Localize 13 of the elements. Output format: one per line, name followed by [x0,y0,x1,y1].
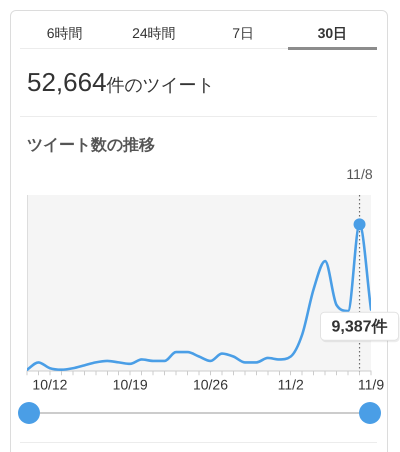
text: 6時間 [46,25,83,41]
chart-subtitle: 52,664件のツイート [27,67,215,97]
x-tick-label: 10/19 [112,376,148,392]
text: 24時間 [132,25,176,41]
chart-title: ツイート数の推移 [27,136,155,156]
x-tick-label: 10/12 [32,376,68,392]
text: 30日 [318,25,348,41]
x-tick-label: 11/2 [278,376,304,392]
ref-line-label: 11/8 [346,166,373,182]
x-tick-label: 11/9 [358,376,384,392]
x-tick-label: 10/26 [192,376,228,392]
annotation: 9,387件 [332,318,388,336]
text: 7日 [232,25,254,41]
